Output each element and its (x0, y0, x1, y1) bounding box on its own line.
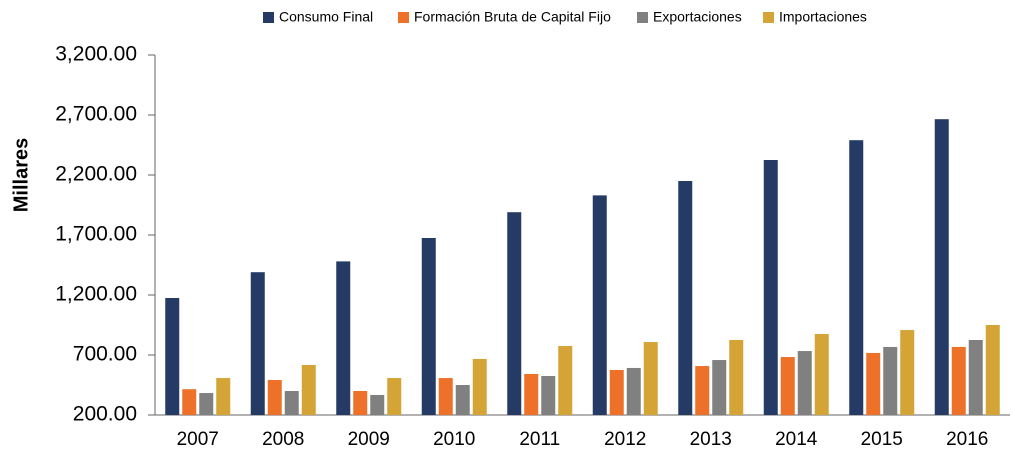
x-tick-label: 2013 (690, 429, 732, 450)
bar (626, 367, 641, 415)
x-tick-label: 2016 (946, 429, 988, 450)
y-axis-label: Millares (10, 138, 32, 212)
bar (849, 140, 864, 415)
bar (216, 378, 231, 415)
bar (883, 346, 898, 415)
y-tick-label: 3,200.00 (55, 43, 137, 66)
legend-swatch (763, 12, 774, 23)
bar (370, 394, 385, 415)
bar (695, 366, 710, 415)
bar (455, 385, 470, 415)
legend-label: Exportaciones (653, 9, 742, 25)
bar (267, 379, 282, 415)
x-tick-label: 2014 (775, 429, 818, 450)
bar (558, 346, 573, 415)
bar (336, 261, 351, 415)
bar (678, 181, 693, 415)
bar (780, 357, 795, 415)
bar (301, 364, 316, 415)
bar (609, 370, 624, 415)
bar (284, 391, 299, 415)
legend-swatch (263, 12, 274, 23)
bar (524, 373, 539, 415)
legend-label: Consumo Final (279, 9, 373, 25)
x-tick-label: 2009 (348, 429, 390, 450)
y-tick-label: 1,700.00 (55, 223, 137, 246)
x-tick-label: 2007 (177, 429, 219, 450)
y-tick-label: 200.00 (73, 403, 137, 426)
bar (507, 212, 522, 415)
bar (797, 351, 812, 415)
bar (814, 334, 829, 415)
bar (900, 330, 915, 415)
bar (421, 238, 436, 415)
y-tick-label: 2,700.00 (55, 103, 137, 126)
x-tick-label: 2008 (262, 429, 304, 450)
bar (729, 340, 744, 415)
legend-swatch (398, 12, 409, 23)
bar (387, 378, 402, 415)
bar (968, 340, 983, 415)
bar (438, 378, 453, 415)
bar (182, 389, 197, 415)
bar (951, 346, 966, 415)
y-tick-label: 700.00 (73, 343, 137, 366)
bar (866, 352, 881, 415)
x-tick-label: 2015 (861, 429, 903, 450)
bar (250, 272, 265, 415)
y-tick-label: 1,200.00 (55, 283, 137, 306)
bar (541, 376, 556, 415)
x-tick-label: 2012 (604, 429, 646, 450)
legend-label: Importaciones (779, 9, 867, 25)
legend-swatch (637, 12, 648, 23)
bar (165, 298, 180, 415)
x-tick-label: 2010 (433, 429, 475, 450)
bar (712, 360, 727, 415)
x-tick-label: 2011 (519, 429, 560, 450)
bar (472, 358, 487, 415)
y-tick-label: 2,200.00 (55, 163, 137, 186)
bar (643, 342, 658, 415)
bar (763, 160, 778, 415)
legend-label: Formación Bruta de Capital Fijo (414, 9, 611, 25)
bar (353, 391, 368, 415)
bar (199, 393, 214, 415)
bar (985, 325, 1000, 415)
bar (934, 119, 949, 415)
bar (592, 195, 607, 415)
